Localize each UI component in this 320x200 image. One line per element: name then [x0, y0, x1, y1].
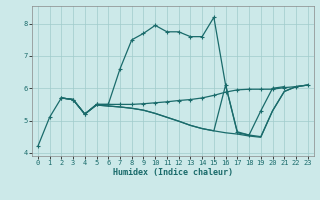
X-axis label: Humidex (Indice chaleur): Humidex (Indice chaleur)	[113, 168, 233, 177]
